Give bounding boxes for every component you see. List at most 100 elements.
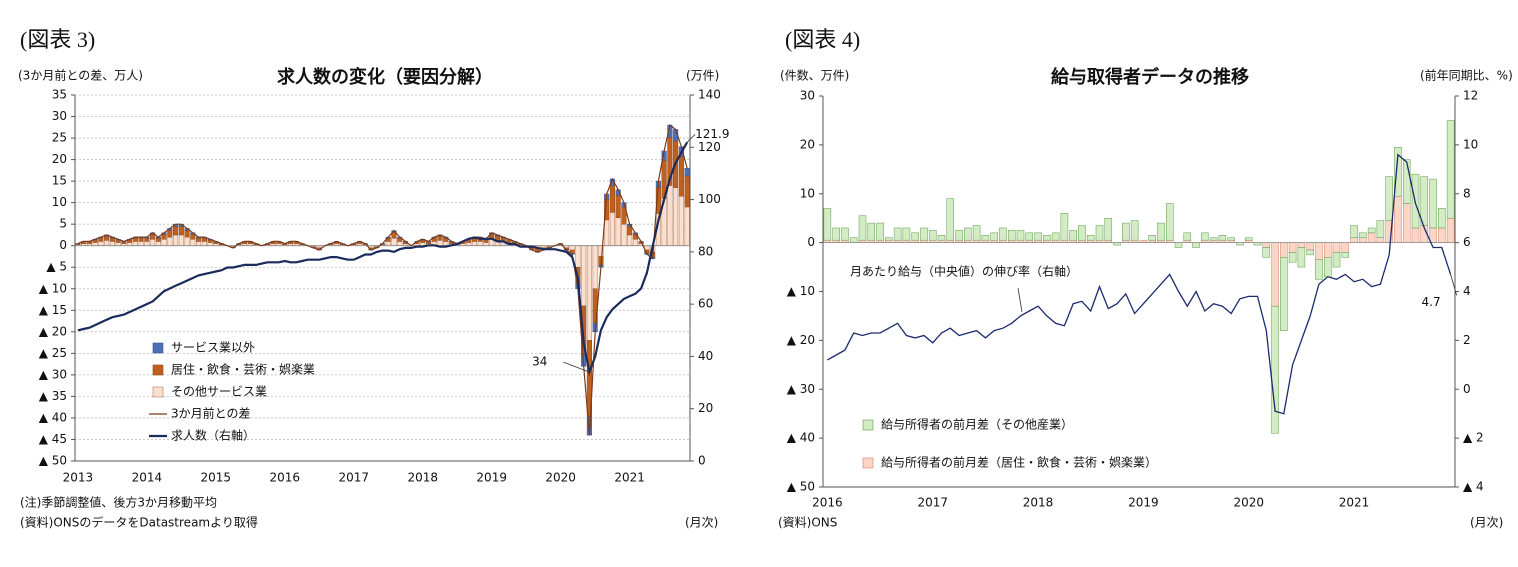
y-tick-label: 35	[52, 88, 67, 102]
legend-swatch	[862, 457, 874, 469]
note: (資料)ONSのデータをDatastreamより取得	[20, 515, 258, 530]
bar	[1025, 232, 1034, 241]
bar	[178, 226, 184, 236]
y2-tick-label: ▲ 4	[1463, 480, 1484, 494]
leader-line	[1017, 287, 1023, 313]
line	[77, 124, 688, 436]
x-tick-label: 2015	[201, 471, 232, 485]
x-tick-label: 2019	[476, 471, 507, 485]
bar	[1297, 242, 1306, 248]
bar	[1095, 225, 1104, 241]
y-tick-label: 10	[52, 195, 67, 209]
bar	[1262, 247, 1271, 258]
bar	[155, 241, 161, 246]
bar	[483, 242, 489, 246]
bar	[385, 241, 391, 246]
bar	[1174, 242, 1183, 248]
bar	[1323, 242, 1332, 258]
y-tick-label: ▲ 45	[39, 432, 67, 446]
y2-tick-label: 12	[1463, 89, 1478, 103]
bar	[1394, 195, 1402, 243]
chart-title: 給与取得者データの推移	[1051, 66, 1249, 88]
legend-label: 居住・飲食・芸術・娯楽業	[171, 362, 315, 377]
bar	[167, 236, 173, 246]
y-tick-label: ▲ 10	[787, 284, 815, 298]
bar	[173, 234, 179, 246]
bar	[684, 167, 690, 177]
bar	[581, 245, 587, 307]
y-tick-label: 30	[52, 109, 67, 123]
bar	[1429, 178, 1437, 229]
bar	[1359, 232, 1367, 238]
line	[827, 153, 1452, 415]
bar	[1350, 225, 1358, 238]
y2-axis-label: (前年同期比、%)	[1420, 68, 1513, 83]
bar	[1078, 225, 1086, 241]
legend-swatch	[152, 364, 164, 376]
bar	[1069, 230, 1077, 241]
y2-tick-label: 6	[1463, 235, 1471, 249]
x-tick-label: 2013	[63, 471, 94, 485]
y2-tick-label: ▲ 2	[1463, 431, 1484, 445]
bar	[867, 222, 876, 241]
leader-line	[1450, 274, 1457, 296]
y-tick-label: ▲ 30	[787, 382, 815, 396]
bar	[391, 237, 397, 246]
bar	[937, 235, 946, 241]
bar	[955, 230, 963, 241]
bar	[92, 242, 98, 246]
bar	[1034, 232, 1042, 241]
bar	[98, 241, 104, 246]
bar	[1367, 227, 1376, 234]
bar	[920, 227, 928, 241]
y-tick-label: 10	[800, 186, 815, 200]
bar	[86, 241, 92, 244]
bar	[1332, 242, 1341, 253]
bar	[1350, 237, 1358, 243]
bar	[893, 227, 902, 241]
bar	[1086, 235, 1095, 241]
y2-axis-label: (万件)	[686, 69, 719, 83]
bar	[946, 198, 955, 241]
y2-tick-label: 2	[1463, 333, 1471, 347]
bar	[586, 245, 592, 341]
y2-tick-label: 4	[1463, 284, 1471, 298]
bar	[190, 238, 196, 246]
bar	[1209, 237, 1218, 241]
bar	[104, 235, 110, 241]
y-tick-label: ▲ 50	[39, 454, 67, 468]
x-tick-label: 2020	[1233, 496, 1264, 510]
bar	[832, 227, 840, 241]
bar	[425, 241, 432, 244]
x-tick-label: 2018	[407, 471, 438, 485]
bar	[667, 185, 673, 246]
bar	[1007, 230, 1016, 241]
bar	[184, 229, 190, 238]
x-tick-label: 2016	[270, 471, 301, 485]
x-tick-label: 2017	[917, 496, 948, 510]
bar	[1332, 252, 1341, 268]
bar	[161, 233, 167, 240]
bar	[678, 195, 684, 246]
y2-tick-label: 120	[698, 140, 721, 154]
bar	[592, 245, 598, 290]
bar	[684, 175, 690, 208]
bar	[876, 222, 884, 241]
bar	[1043, 235, 1051, 241]
y2-tick-label: 140	[698, 88, 721, 102]
bar	[132, 241, 138, 246]
y-tick-label: ▲ 20	[787, 333, 815, 347]
bar	[1341, 252, 1350, 258]
bar	[902, 227, 911, 241]
bar	[1244, 237, 1253, 241]
bar	[885, 237, 893, 241]
y-tick-label: 30	[800, 89, 815, 103]
bar	[1359, 237, 1367, 243]
note: (注)季節調整値、後方3か月移動平均	[20, 495, 217, 510]
bar	[161, 238, 167, 246]
bar	[1051, 232, 1060, 241]
bar	[1411, 227, 1420, 243]
x-tick-label: 2017	[338, 471, 369, 485]
y-axis-label: (3か月前との差、万人)	[18, 68, 143, 83]
